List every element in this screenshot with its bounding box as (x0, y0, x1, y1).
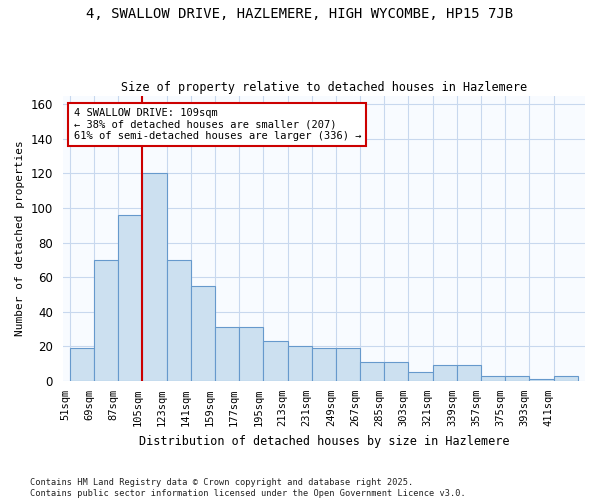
Bar (529, 380, 554, 381)
Bar (70, 348, 94, 381)
Bar (239, 328, 263, 381)
Bar (287, 346, 312, 381)
Bar (360, 362, 384, 381)
Bar (481, 376, 505, 381)
Bar (384, 362, 409, 381)
X-axis label: Distribution of detached houses by size in Hazlemere: Distribution of detached houses by size … (139, 434, 509, 448)
Bar (312, 348, 336, 381)
Text: 4 SWALLOW DRIVE: 109sqm
← 38% of detached houses are smaller (207)
61% of semi-d: 4 SWALLOW DRIVE: 109sqm ← 38% of detache… (74, 108, 361, 141)
Y-axis label: Number of detached properties: Number of detached properties (15, 140, 25, 336)
Bar (433, 366, 457, 381)
Bar (215, 328, 239, 381)
Bar (554, 376, 578, 381)
Bar (457, 366, 481, 381)
Title: Size of property relative to detached houses in Hazlemere: Size of property relative to detached ho… (121, 82, 527, 94)
Bar (142, 174, 167, 381)
Text: Contains HM Land Registry data © Crown copyright and database right 2025.
Contai: Contains HM Land Registry data © Crown c… (30, 478, 466, 498)
Bar (118, 215, 142, 381)
Bar (505, 376, 529, 381)
Bar (263, 342, 287, 381)
Bar (191, 286, 215, 381)
Bar (167, 260, 191, 381)
Bar (409, 372, 433, 381)
Bar (336, 348, 360, 381)
Bar (94, 260, 118, 381)
Text: 4, SWALLOW DRIVE, HAZLEMERE, HIGH WYCOMBE, HP15 7JB: 4, SWALLOW DRIVE, HAZLEMERE, HIGH WYCOMB… (86, 8, 514, 22)
